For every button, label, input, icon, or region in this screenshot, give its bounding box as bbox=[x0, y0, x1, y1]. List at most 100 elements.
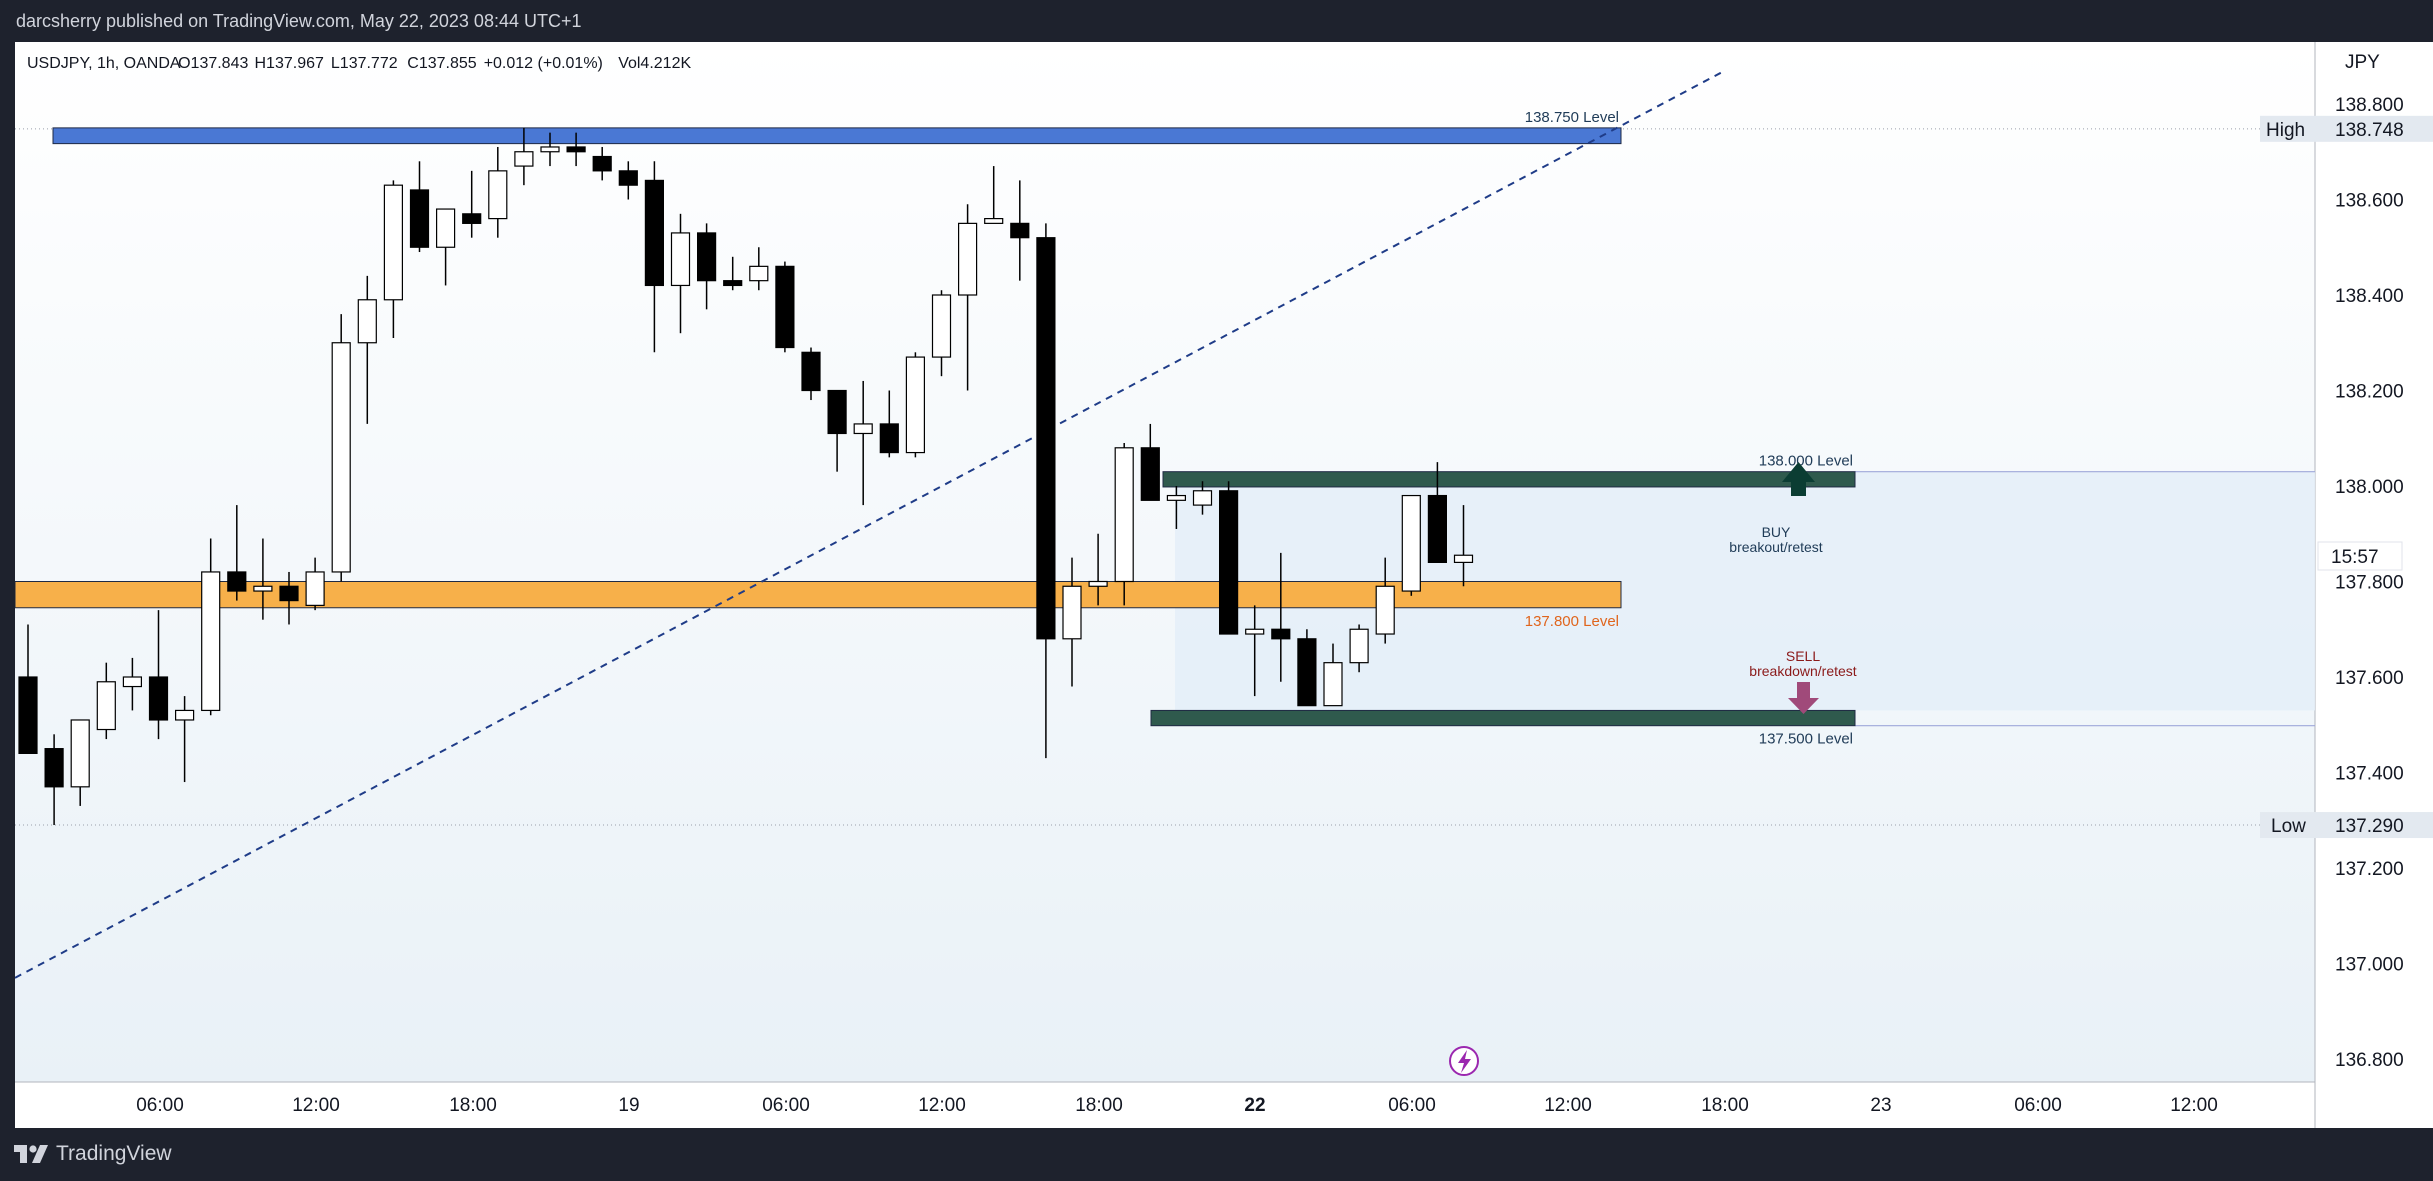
candle-down bbox=[409, 189, 430, 248]
chart-area[interactable]: 138.750 Level 137.800 Level 138.000 Level 1… bbox=[15, 42, 2433, 1128]
candle-up bbox=[905, 356, 926, 454]
level-label-138000: 138.000 Level bbox=[1759, 453, 1853, 470]
high-marker-label: High bbox=[2266, 120, 2305, 141]
candle-up bbox=[931, 294, 952, 358]
candle-up bbox=[331, 342, 351, 573]
x-tick-label: 06:00 bbox=[136, 1095, 184, 1116]
x-tick-label: 23 bbox=[1870, 1095, 1891, 1116]
price-scale-background bbox=[2315, 42, 2433, 1128]
candle-down bbox=[279, 585, 299, 602]
candle-up bbox=[1323, 662, 1343, 707]
x-tick-label: 06:00 bbox=[762, 1095, 810, 1116]
x-tick-label: 22 bbox=[1244, 1095, 1265, 1116]
publish-info: darcsherry published on TradingView.com,… bbox=[16, 11, 582, 31]
x-tick-label: 12:00 bbox=[292, 1095, 340, 1116]
candle-down bbox=[1218, 490, 1239, 635]
trendline bbox=[15, 69, 1726, 979]
high-marker-value: 138.748 bbox=[2335, 120, 2404, 141]
footer-bar: TradingView bbox=[0, 1128, 2433, 1181]
candle-up bbox=[96, 681, 116, 731]
x-tick-label: 12:00 bbox=[918, 1095, 966, 1116]
blue-level-zone bbox=[52, 127, 1622, 145]
candle-up bbox=[175, 709, 195, 721]
candle-down bbox=[801, 351, 821, 392]
candle-down bbox=[618, 170, 638, 186]
level-label-137800: 137.800 Level bbox=[1525, 613, 1619, 630]
candle-up bbox=[1245, 628, 1265, 635]
candle-down bbox=[827, 389, 847, 435]
candle-down bbox=[44, 748, 64, 788]
candle-up bbox=[70, 719, 90, 788]
level-label-137500: 137.500 Level bbox=[1759, 731, 1853, 748]
candle-up bbox=[1192, 490, 1213, 506]
high-marker-box bbox=[2260, 115, 2433, 142]
y-tick-label: 138.600 bbox=[2335, 191, 2404, 212]
tradingview-brand: TradingView bbox=[56, 1142, 172, 1165]
candle-up bbox=[253, 585, 273, 592]
candle-up bbox=[670, 232, 691, 287]
y-tick-label: 138.000 bbox=[2335, 477, 2404, 498]
legend-item: C137.855 bbox=[407, 55, 476, 72]
tradingview-logo-icon bbox=[14, 1145, 48, 1163]
candle-down bbox=[592, 155, 612, 172]
candle-up bbox=[1401, 494, 1421, 592]
x-tick-label: 18:00 bbox=[1701, 1095, 1749, 1116]
y-tick-label: 137.200 bbox=[2335, 859, 2404, 880]
candle-down bbox=[1297, 638, 1317, 707]
candle-up bbox=[1166, 494, 1187, 501]
x-tick-label: 18:00 bbox=[449, 1095, 497, 1116]
level-label-138750: 138.750 Level bbox=[1525, 109, 1619, 126]
low-marker-box bbox=[2260, 812, 2433, 839]
buy-arrow-icon bbox=[1782, 462, 1815, 496]
sell-arrow-icon bbox=[1788, 682, 1819, 714]
y-tick-label: 137.000 bbox=[2335, 955, 2404, 976]
candle-down bbox=[696, 232, 717, 282]
low-marker-value: 137.290 bbox=[2335, 816, 2404, 837]
green-level-zone-bottom bbox=[1150, 709, 1856, 727]
x-tick-label: 06:00 bbox=[1388, 1095, 1436, 1116]
candle-down bbox=[227, 571, 247, 592]
lightning-icon bbox=[1458, 1050, 1471, 1073]
countdown-box bbox=[2317, 541, 2403, 571]
candle-up bbox=[1088, 580, 1108, 587]
x-tick-label: 06:00 bbox=[2014, 1095, 2062, 1116]
tradingview-logo[interactable]: TradingView bbox=[14, 1142, 172, 1166]
time-scale-background bbox=[15, 1082, 2315, 1128]
candle-up bbox=[383, 184, 403, 301]
candle-up bbox=[1114, 447, 1134, 583]
legend-item: USDJPY, 1h, OANDA bbox=[27, 55, 181, 72]
legend-item: H137.967 bbox=[255, 55, 324, 72]
candle-up bbox=[1453, 554, 1474, 563]
candle-down bbox=[1036, 237, 1056, 640]
candle-down bbox=[566, 146, 586, 153]
candle-down bbox=[18, 676, 38, 755]
sell-sublabel: breakdown/retest bbox=[1749, 663, 1857, 679]
currency-label: JPY bbox=[2345, 52, 2380, 73]
candle-down bbox=[1271, 628, 1291, 640]
candle-up bbox=[957, 222, 978, 296]
y-tick-label: 136.800 bbox=[2335, 1050, 2404, 1071]
buy-sublabel: breakout/retest bbox=[1729, 539, 1822, 555]
y-tick-label: 138.200 bbox=[2335, 382, 2404, 403]
candlestick-chart[interactable]: 138.750 Level 137.800 Level 138.000 Level 1… bbox=[15, 42, 2433, 1128]
candle-up bbox=[488, 170, 508, 220]
candle-down bbox=[775, 265, 795, 349]
countdown-label: 15:57 bbox=[2331, 547, 2379, 568]
candle-up bbox=[540, 146, 560, 153]
candle-down bbox=[148, 676, 169, 721]
candle-down bbox=[1140, 447, 1160, 501]
candle-down bbox=[462, 213, 482, 224]
y-tick-label: 137.800 bbox=[2335, 573, 2404, 594]
candle-up bbox=[1375, 585, 1395, 635]
x-tick-label: 12:00 bbox=[2170, 1095, 2218, 1116]
candle-up bbox=[749, 265, 769, 282]
x-tick-label: 12:00 bbox=[1544, 1095, 1592, 1116]
candle-down bbox=[723, 280, 743, 287]
candle-down bbox=[1010, 222, 1030, 239]
y-tick-label: 137.400 bbox=[2335, 764, 2404, 785]
legend-item: O137.843 bbox=[178, 55, 248, 72]
candle-up bbox=[1349, 628, 1369, 664]
candle-down bbox=[1427, 494, 1448, 563]
candle-up bbox=[1062, 585, 1082, 640]
green-level-zone-top bbox=[1162, 471, 1856, 488]
